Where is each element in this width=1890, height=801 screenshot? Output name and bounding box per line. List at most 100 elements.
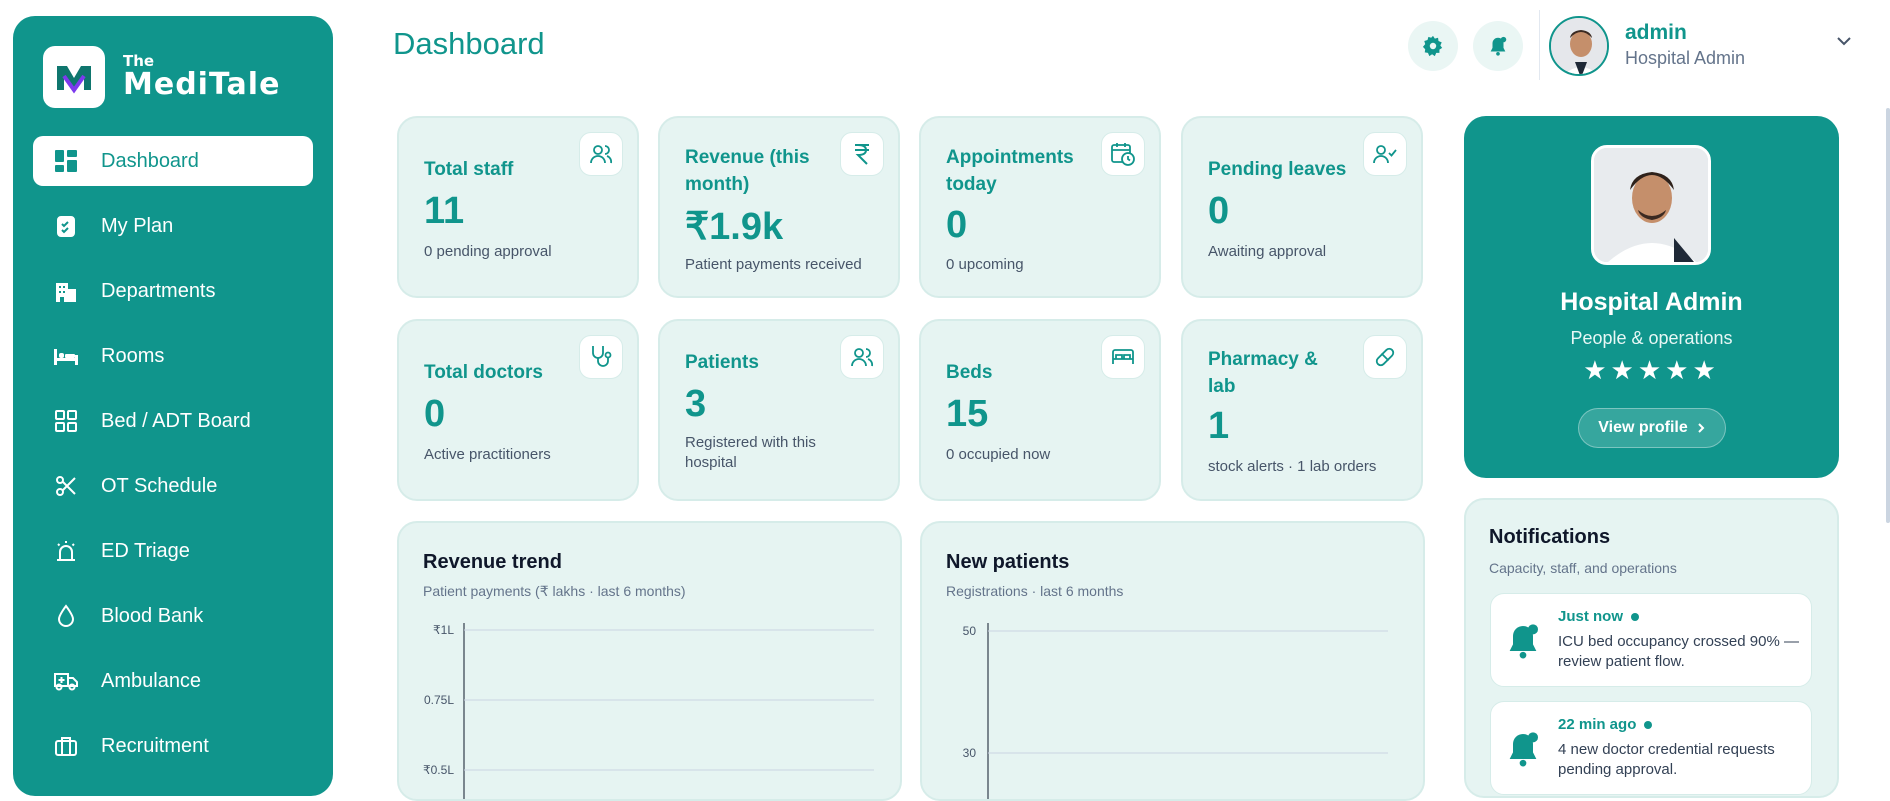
chart-subtitle: Patient payments (₹ lakhs · last 6 month…: [423, 583, 686, 599]
sidebar-item-label: Ambulance: [101, 669, 202, 692]
calendar-clock-icon: [1101, 132, 1145, 176]
card-sub: 0 occupied now: [946, 446, 1051, 463]
stethoscope-icon: [579, 335, 623, 379]
brand[interactable]: The MediTale: [43, 46, 280, 108]
card-label: Revenue (this month): [685, 147, 810, 195]
ambulance-icon: [53, 668, 79, 694]
notifications-panel: Notifications Capacity, staff, and opera…: [1464, 498, 1839, 798]
clipboard-check-icon: [53, 213, 79, 239]
users-icon: [840, 335, 884, 379]
sidebar-item-blood-bank[interactable]: Blood Bank: [33, 591, 313, 641]
sidebar-item-rooms[interactable]: Rooms: [33, 331, 313, 381]
card-label: Pending leaves: [1208, 159, 1347, 180]
brand-name: MediTale: [123, 67, 281, 102]
patients-chart-plot: 50 30: [963, 623, 1388, 799]
card-sub: Patient payments received: [685, 256, 862, 273]
y-tick-label: ₹0.5L: [423, 763, 454, 777]
revenue-trend-chart: Revenue trend Patient payments (₹ lakhs …: [397, 521, 902, 801]
card-value: 0: [424, 393, 446, 435]
sidebar-item-label: OT Schedule: [101, 474, 218, 497]
bell-icon: [1509, 732, 1538, 767]
revenue-chart-plot: ₹1L 0.75L ₹0.5L: [423, 623, 874, 799]
profile-card: Hospital Admin People & operations ★★★★★…: [1464, 116, 1839, 478]
card-value: 3: [685, 383, 707, 425]
sidebar-item-bed-adt-board[interactable]: Bed / ADT Board: [33, 396, 313, 446]
bell-icon: [1490, 36, 1507, 56]
notification-item[interactable]: 22 min ago 4 new doctor credential reque…: [1490, 701, 1812, 795]
y-tick-label: ₹1L: [433, 623, 454, 637]
page-title: Dashboard: [393, 26, 545, 61]
card-label: Total staff: [424, 159, 514, 180]
notification-text: 4 new doctor credential requests pending…: [1558, 741, 1775, 778]
bell-icon: [1509, 624, 1538, 659]
y-tick-label: 0.75L: [424, 693, 454, 707]
card-label: Appointments today: [946, 147, 1074, 195]
rupee-icon: [840, 132, 884, 176]
notification-time: Just now: [1558, 608, 1640, 625]
sidebar-item-label: Departments: [101, 279, 216, 302]
card-sub: stock alerts · 1 lab orders: [1208, 458, 1377, 475]
avatar[interactable]: [1549, 16, 1609, 76]
user-name[interactable]: admin: [1625, 21, 1687, 44]
stat-card-appointments[interactable]: Appointments today 0 0 upcoming: [919, 116, 1161, 298]
sidebar-item-label: Dashboard: [101, 149, 199, 172]
profile-subtitle: People & operations: [1570, 328, 1733, 348]
bed-icon: [1101, 335, 1145, 379]
profile-photo: [1591, 145, 1711, 265]
logo-icon: [43, 46, 105, 108]
card-sub: Registered with this hospital: [685, 434, 816, 471]
stat-card-patients[interactable]: Patients 3 Registered with this hospital: [658, 319, 900, 501]
sidebar-item-departments[interactable]: Departments: [33, 266, 313, 316]
scrollbar[interactable]: [1886, 108, 1890, 523]
card-sub: 0 upcoming: [946, 256, 1024, 273]
user-check-icon: [1363, 132, 1407, 176]
view-profile-button[interactable]: View profile: [1578, 408, 1726, 448]
stat-card-total-doctors[interactable]: Total doctors 0 Active practitioners: [397, 319, 639, 501]
card-value: 0: [946, 204, 968, 246]
briefcase-icon: [53, 733, 79, 759]
grid-icon: [53, 408, 79, 434]
scissors-icon: [53, 473, 79, 499]
stat-card-total-staff[interactable]: Total staff 11 0 pending approval: [397, 116, 639, 298]
profile-name: Hospital Admin: [1560, 288, 1743, 316]
notifications-subtitle: Capacity, staff, and operations: [1489, 560, 1677, 576]
stat-card-pending-leaves[interactable]: Pending leaves 0 Awaiting approval: [1181, 116, 1423, 298]
sidebar-item-label: Bed / ADT Board: [101, 409, 251, 432]
y-tick-label: 30: [963, 746, 977, 760]
sidebar-item-label: My Plan: [101, 214, 174, 237]
notification-text: ICU bed occupancy crossed 90% — review p…: [1558, 633, 1799, 670]
card-sub: 0 pending approval: [424, 243, 552, 260]
sidebar-item-label: Recruitment: [101, 734, 209, 757]
chevron-down-icon[interactable]: [1836, 36, 1852, 46]
stat-card-beds[interactable]: Beds 15 0 occupied now: [919, 319, 1161, 501]
new-patients-chart: New patients Registrations · last 6 mont…: [920, 521, 1425, 801]
card-value: 1: [1208, 405, 1230, 447]
sidebar-item-dashboard[interactable]: Dashboard: [33, 136, 313, 186]
stat-card-revenue[interactable]: Revenue (this month) ₹1.9k Patient payme…: [658, 116, 900, 298]
card-value: ₹1.9k: [685, 206, 784, 248]
settings-button[interactable]: [1408, 21, 1458, 71]
sidebar-item-ed-triage[interactable]: ED Triage: [33, 526, 313, 576]
view-profile-label: View profile: [1598, 419, 1688, 436]
sidebar-item-my-plan[interactable]: My Plan: [33, 201, 313, 251]
card-sub: Active practitioners: [424, 446, 551, 463]
sidebar-item-ambulance[interactable]: Ambulance: [33, 656, 313, 706]
card-label: Total doctors: [424, 362, 543, 383]
dashboard-icon: [53, 148, 79, 174]
notification-item[interactable]: Just now ICU bed occupancy crossed 90% —…: [1490, 593, 1812, 687]
notifications-button[interactable]: [1473, 21, 1523, 71]
pill-icon: [1363, 335, 1407, 379]
sidebar-item-recruitment[interactable]: Recruitment: [33, 721, 313, 771]
bed-icon: [53, 343, 79, 369]
droplet-icon: [53, 603, 79, 629]
sidebar-item-ot-schedule[interactable]: OT Schedule: [33, 461, 313, 511]
sidebar-nav: Dashboard My Plan Departments Rooms Bed …: [33, 136, 313, 786]
stat-card-pharmacy-lab[interactable]: Pharmacy & lab 1 stock alerts · 1 lab or…: [1181, 319, 1423, 501]
alarm-icon: [53, 538, 79, 564]
users-icon: [579, 132, 623, 176]
sidebar-item-label: Rooms: [101, 344, 165, 367]
card-label: Pharmacy & lab: [1208, 349, 1318, 397]
user-role: Hospital Admin: [1625, 48, 1746, 68]
y-tick-label: 50: [963, 624, 977, 638]
chart-title: New patients: [946, 551, 1070, 573]
